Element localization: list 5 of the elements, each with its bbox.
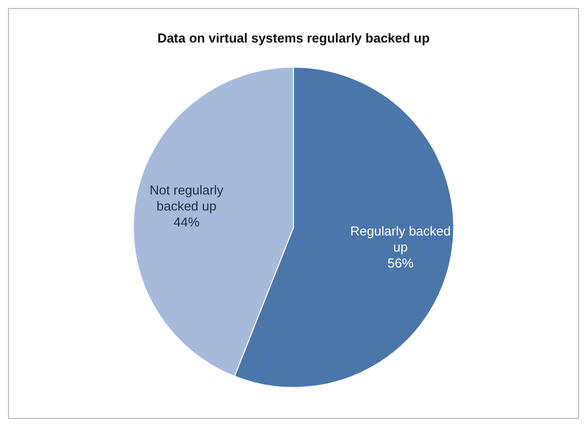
data-label: 56% <box>387 255 414 270</box>
slice-label: Not regularly backed up <box>150 182 224 214</box>
slice-label: Regularly backed up <box>350 223 451 254</box>
chart-title: Data on virtual systems regularly backed up <box>157 30 430 46</box>
data-label: 44% <box>173 214 200 230</box>
